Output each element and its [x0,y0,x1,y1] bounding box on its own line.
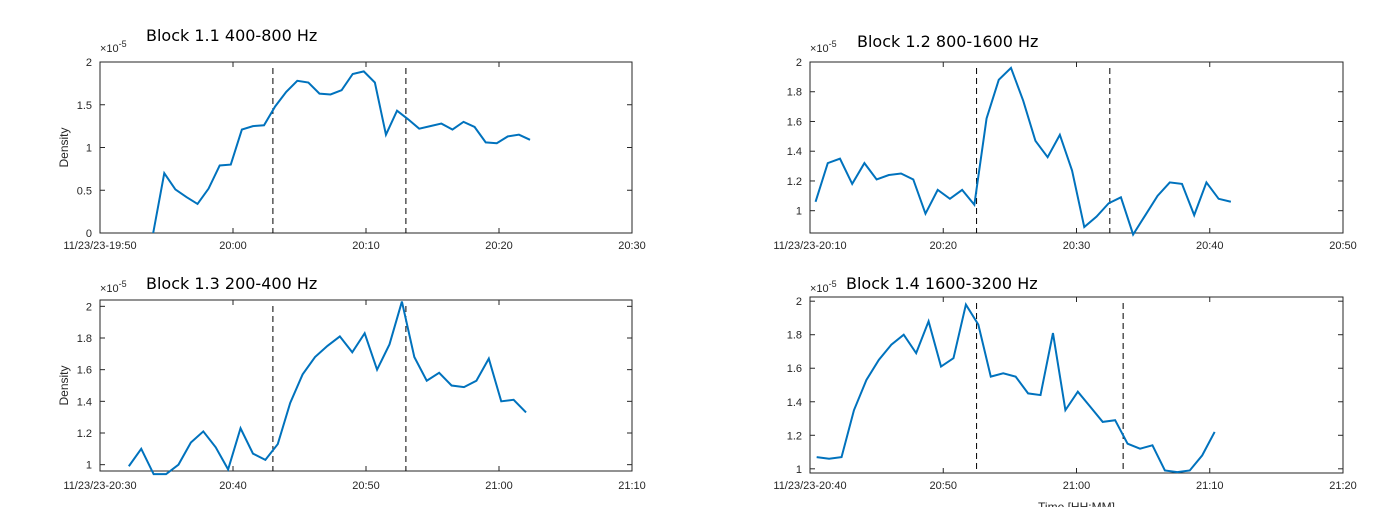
y-tick-label: 1 [86,460,92,472]
y-tick-label: 1.6 [787,116,802,128]
y-tick-label: 1.2 [787,176,802,188]
x-tick-label: 20:30 [618,240,646,252]
y-tick-label: 1.5 [77,100,92,112]
data-line [152,70,531,234]
x-tick-label: 20:20 [485,240,513,252]
y-tick-label: 2 [86,57,92,69]
y-tick-label: 1.2 [787,430,802,442]
plot-area [809,296,1344,474]
x-tick-label: 20:50 [1329,240,1357,252]
y-scale-label: ×10-5 [100,279,127,295]
plot-area [99,299,633,472]
y-tick-label: 1 [796,464,802,476]
x-tick-label: 11/23/23-20:30 [63,480,136,492]
y-scale-label: ×10-5 [100,39,127,55]
data-line [128,301,527,476]
x-tick-label: 11/23/23-19:50 [63,240,136,252]
y-tick-label: 2 [796,57,802,69]
y-axis-label: Density [57,365,71,405]
x-tick-label: 21:00 [1063,480,1091,492]
y-tick-label: 1.6 [77,365,92,377]
y-tick-label: 1.4 [77,396,92,408]
x-tick-label: 21:20 [1329,480,1357,492]
y-tick-label: 1.2 [77,428,92,440]
x-tick-label: 20:30 [1063,240,1091,252]
x-tick-label: 20:40 [1196,240,1224,252]
y-scale-label: ×10-5 [810,279,837,295]
x-tick-label: 21:10 [1196,480,1224,492]
x-tick-label: 21:10 [618,480,646,492]
y-scale-label: ×10-5 [810,39,837,55]
chart-panel: 0 0.5 1 1.5 2 11/23/23-19:50 20:00 20:10 20:20 20… [57,26,646,252]
x-tick-label: 20:20 [929,240,957,252]
y-axis-label: Density [57,127,71,167]
x-tick-label: 20:40 [219,480,247,492]
x-tick-label: 11/23/23-20:40 [773,480,846,492]
x-tick-label: 20:50 [929,480,957,492]
plot-area [809,61,1344,234]
plot-area [99,61,633,234]
x-tick-label: 11/23/23-20:10 [773,240,846,252]
chart-title: Block 1.1 400-800 Hz [146,26,317,45]
chart-panel: 1 1.2 1.4 1.6 1.8 2 11/23/23-20:30 20:40 20:50 21… [57,274,646,492]
y-tick-label: 1.4 [787,146,802,158]
y-tick-label: 1 [86,143,92,155]
y-tick-label: 2 [796,296,802,308]
data-line [814,66,1232,237]
y-tick-label: 1.4 [787,397,802,409]
data-line [816,301,1216,474]
y-tick-label: 1.8 [787,87,802,99]
y-tick-label: 1 [796,206,802,218]
chart-title: Block 1.2 800-1600 Hz [857,32,1038,51]
chart-panel: 1 1.2 1.4 1.6 1.8 2 11/23/23-20:40 20:50 21:00 21… [773,274,1356,507]
x-tick-label: 20:00 [219,240,247,252]
y-tick-label: 2 [86,301,92,313]
chart-title: Block 1.3 200-400 Hz [146,274,317,293]
y-tick-label: 1.8 [787,330,802,342]
y-tick-label: 1.8 [77,333,92,345]
y-tick-label: 0 [86,228,92,240]
x-tick-label: 21:00 [485,480,513,492]
x-axis-label: Time [HH:MM] [1038,500,1115,507]
y-tick-label: 0.5 [77,185,92,197]
x-tick-label: 20:10 [352,240,380,252]
x-tick-label: 20:50 [352,480,380,492]
chart-title: Block 1.4 1600-3200 Hz [846,274,1038,293]
y-tick-label: 1.6 [787,363,802,375]
chart-panel: 1 1.2 1.4 1.6 1.8 2 11/23/23-20:10 20:20 20:30 20… [773,32,1356,252]
